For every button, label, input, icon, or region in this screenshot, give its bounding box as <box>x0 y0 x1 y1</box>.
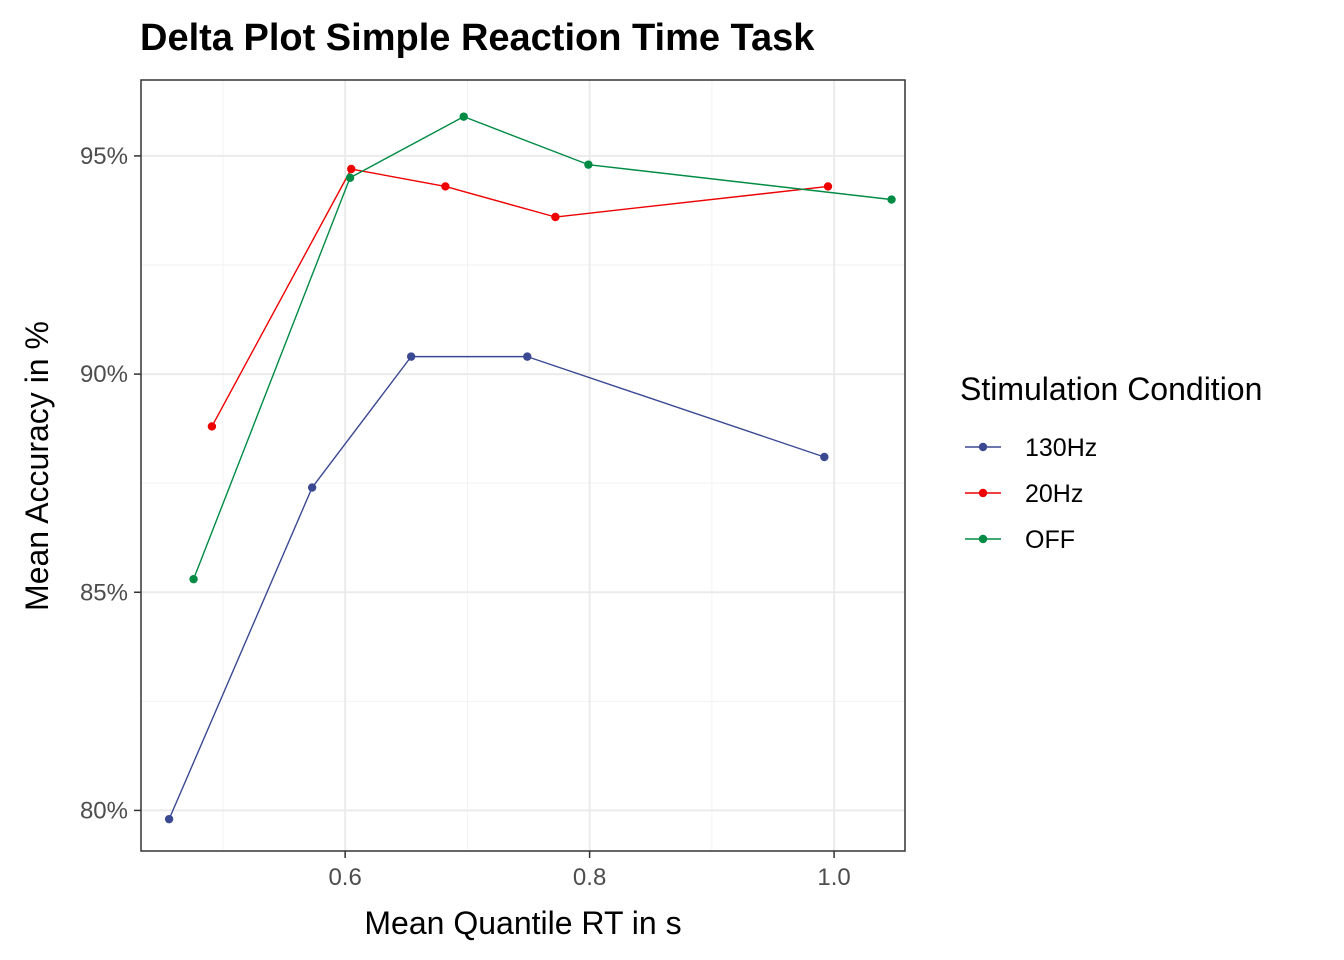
y-tick-label: 90% <box>80 361 128 388</box>
data-point-off <box>345 173 355 182</box>
legend-key-point <box>978 534 988 544</box>
y-tick-label: 85% <box>80 579 128 606</box>
series-layer <box>164 112 896 824</box>
series-130hz <box>164 352 829 824</box>
legend-title: Stimulation Condition <box>960 371 1262 407</box>
data-point-130hz <box>406 352 416 361</box>
data-point-130hz <box>820 452 829 462</box>
series-20hz <box>207 164 833 431</box>
data-point-off <box>189 574 198 584</box>
data-point-130hz <box>307 483 317 492</box>
series-off <box>189 112 896 584</box>
x-axis: 0.6 0.8 1.0 <box>328 851 851 891</box>
y-tick-label: 80% <box>80 797 128 824</box>
data-point-130hz <box>523 352 532 361</box>
data-point-off <box>887 195 896 204</box>
data-point-off <box>459 112 468 121</box>
x-tick-label: 0.8 <box>573 864 606 891</box>
legend-label: OFF <box>1025 526 1075 554</box>
y-axis-title: Mean Accuracy in % <box>19 321 55 611</box>
data-point-off <box>584 160 593 169</box>
legend-item-130hz: 130Hz <box>965 434 1097 462</box>
minor-grid <box>141 80 905 851</box>
y-axis: 80% 85% 90% 95% <box>80 143 141 824</box>
data-point-20hz <box>823 182 833 191</box>
plot-border <box>140 79 906 852</box>
legend: Stimulation Condition 130Hz 20Hz OFF <box>960 371 1262 554</box>
y-tick-label: 95% <box>80 143 128 170</box>
legend-item-off: OFF <box>965 526 1075 554</box>
x-tick-label: 1.0 <box>817 864 850 891</box>
x-tick-label: 0.6 <box>328 864 361 891</box>
data-point-20hz <box>347 164 356 174</box>
legend-label: 130Hz <box>1025 434 1097 462</box>
plot-panel <box>141 80 905 851</box>
legend-label: 20Hz <box>1025 480 1083 508</box>
legend-key-point <box>978 442 988 452</box>
data-point-20hz <box>551 212 560 222</box>
chart-title: Delta Plot Simple Reaction Time Task <box>140 17 815 59</box>
legend-key-point <box>978 488 988 498</box>
legend-item-20hz: 20Hz <box>965 480 1083 508</box>
x-axis-title: Mean Quantile RT in s <box>364 905 681 941</box>
data-point-20hz <box>441 182 450 191</box>
major-grid <box>141 80 905 851</box>
data-point-130hz <box>164 814 174 824</box>
data-point-20hz <box>207 422 217 431</box>
